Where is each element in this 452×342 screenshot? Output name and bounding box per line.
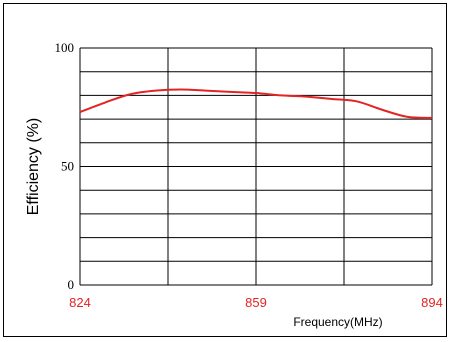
y-tick-label-100: 100: [55, 40, 75, 55]
x-tick-label-859: 859: [245, 295, 267, 310]
grid: [79, 47, 433, 286]
x-axis-label: Frequency(MHz): [293, 315, 382, 329]
y-axis-label: Efficiency (%): [25, 118, 42, 216]
x-tick-labels: 824 859 894: [69, 295, 443, 310]
x-tick-label-824: 824: [69, 295, 91, 310]
y-tick-label-0: 0: [68, 277, 75, 292]
x-tick-label-894: 894: [421, 295, 443, 310]
y-tick-labels: 0 50 100: [55, 40, 75, 292]
chart-frame: [3, 3, 447, 337]
series-layer: [79, 88, 433, 119]
y-tick-label-50: 50: [61, 159, 74, 174]
series-line-0: [79, 88, 433, 119]
